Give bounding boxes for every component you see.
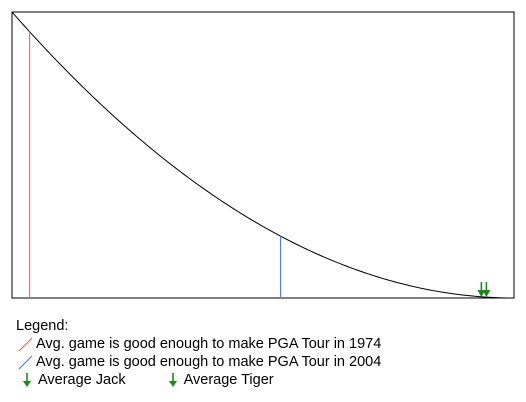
legend-item-2004: Avg. game is good enough to make PGA Tou… xyxy=(16,353,381,371)
legend-label-2004: Avg. game is good enough to make PGA Tou… xyxy=(36,354,382,370)
marker-arrow-tiger xyxy=(482,282,491,297)
legend-swatch-1974 xyxy=(16,335,36,353)
legend-swatch-2004 xyxy=(16,353,36,371)
distribution-curve xyxy=(11,11,515,299)
down-arrow-icon xyxy=(16,371,38,389)
legend-label-jack: Average Jack xyxy=(38,372,126,388)
legend-item-1974: Avg. game is good enough to make PGA Tou… xyxy=(16,335,381,353)
legend: Legend: Avg. game is good enough to make… xyxy=(16,317,381,389)
legend-heading: Legend: xyxy=(16,318,69,334)
legend-heading-row: Legend: xyxy=(16,317,381,335)
plot-frame xyxy=(11,11,515,299)
chart-area xyxy=(11,11,515,299)
down-arrow-icon xyxy=(162,371,184,389)
legend-label-tiger: Average Tiger xyxy=(183,372,274,388)
legend-label-1974: Avg. game is good enough to make PGA Tou… xyxy=(36,336,382,352)
marker-arrow-jack xyxy=(477,282,486,297)
legend-item-arrows: Average Jack Average Tiger xyxy=(16,371,381,389)
